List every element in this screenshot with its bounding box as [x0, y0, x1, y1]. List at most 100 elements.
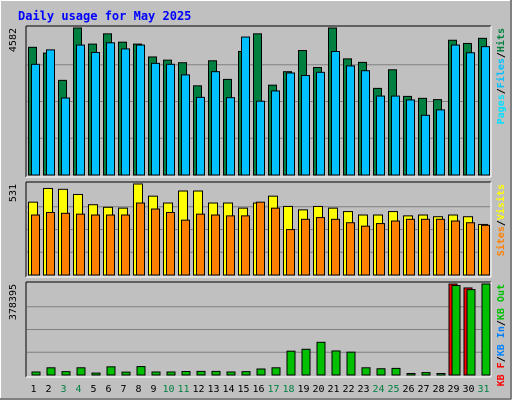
bar-kb-out: [256, 368, 266, 376]
bar-sites: [421, 218, 430, 276]
bar-files: [106, 42, 115, 176]
x-tick-label: 25: [387, 384, 399, 395]
x-tick-label: 16: [252, 384, 264, 395]
bar-files: [286, 72, 295, 176]
bar-sites: [61, 212, 70, 276]
bar-kb-out: [106, 366, 116, 376]
panel-sites-visits: 531 Sites/Visits: [8, 181, 507, 278]
bar-sites: [211, 214, 220, 276]
bar-kb-out: [376, 368, 386, 376]
x-tick-label: 9: [150, 384, 156, 395]
panel-legend: Pages/Files/Hits: [495, 28, 507, 124]
legend-entry: Files: [495, 58, 507, 88]
bar-files: [166, 63, 175, 176]
bar-sites: [256, 201, 265, 276]
x-tick-label: 7: [120, 384, 126, 395]
bar-kb-out: [136, 366, 146, 376]
bar-kb-out: [391, 367, 401, 376]
bar-sites: [316, 217, 325, 276]
bar-kb-out: [241, 371, 251, 376]
x-tick-label: 6: [105, 384, 111, 395]
bar-files: [226, 97, 235, 176]
x-tick-label: 24: [372, 384, 384, 395]
panel-legend: Sites/Visits: [495, 184, 507, 256]
chart-panels: 4582Pages/Files/Hits531Sites/Visits37839…: [8, 25, 507, 386]
bar-sites: [151, 208, 160, 276]
bar-files: [316, 71, 325, 176]
legend-entry: /: [496, 220, 507, 226]
bar-files: [481, 46, 490, 176]
bar-sites: [76, 213, 85, 276]
bar-files: [121, 48, 130, 176]
bar-files: [151, 62, 160, 176]
bar-files: [376, 95, 385, 176]
x-tick-label: 15: [237, 384, 249, 395]
bar-kb-out: [361, 367, 371, 376]
bar-kb-out: [421, 372, 431, 376]
bar-kb-out: [31, 371, 41, 376]
legend-entry: /: [496, 320, 507, 326]
legend-entry: /: [496, 88, 507, 94]
legend-entry: KB F: [496, 362, 507, 386]
bar-sites: [406, 218, 415, 276]
bar-sites: [301, 218, 310, 276]
chart-title: Daily usage for May 2025: [18, 9, 191, 23]
bar-files: [331, 50, 340, 176]
bar-sites: [106, 214, 115, 276]
bar-files: [241, 36, 250, 176]
bar-kb-out: [211, 370, 221, 376]
bar-kb-out: [151, 371, 161, 376]
x-tick-label: 10: [162, 384, 174, 395]
y-max-label: 378395: [8, 284, 19, 320]
y-max-label: 531: [8, 184, 19, 202]
bar-sites: [196, 213, 205, 276]
bar-files: [181, 74, 190, 176]
bar-files: [406, 99, 415, 176]
x-tick-label: 20: [312, 384, 324, 395]
x-tick-label: 12: [192, 384, 204, 395]
x-tick-label: 2: [45, 384, 51, 395]
bar-kb-out: [196, 370, 206, 376]
bar-files: [211, 71, 220, 176]
bar-sites: [481, 224, 490, 276]
x-tick-label: 17: [267, 384, 279, 395]
bar-files: [76, 44, 85, 176]
bar-sites: [376, 223, 385, 276]
bar-kb-out: [331, 350, 341, 376]
bar-files: [421, 114, 430, 176]
bar-kb-out: [61, 371, 71, 376]
bar-files: [346, 65, 355, 176]
bar-files: [361, 70, 370, 176]
x-tick-label: 5: [90, 384, 96, 395]
x-tick-label: 22: [342, 384, 354, 395]
bar-sites: [451, 220, 460, 276]
bar-kb-out: [316, 341, 326, 376]
x-tick-label: 23: [357, 384, 369, 395]
bar-kb-out: [346, 351, 356, 376]
x-tick-label: 8: [135, 384, 141, 395]
bar-kb-out: [286, 350, 296, 376]
bar-sites: [181, 219, 190, 276]
x-tick-label: 3: [60, 384, 66, 395]
bar-files: [436, 109, 445, 176]
bar-kb-out: [121, 371, 131, 376]
x-tick-label: 13: [207, 384, 219, 395]
legend-entry: Visits: [495, 184, 507, 220]
bar-kb-out: [451, 285, 461, 376]
bar-kb-out: [406, 373, 416, 376]
bar-kb-out: [301, 348, 311, 376]
x-tick-label: 26: [402, 384, 414, 395]
legend-entry: Sites: [495, 226, 507, 256]
bar-kb-out: [436, 373, 446, 376]
bar-sites: [286, 229, 295, 276]
bar-files: [466, 52, 475, 176]
x-tick-label: 28: [432, 384, 444, 395]
bar-files: [256, 100, 265, 176]
bar-files: [196, 96, 205, 176]
x-tick-label: 27: [417, 384, 429, 395]
bar-sites: [166, 211, 175, 276]
x-tick-label: 18: [282, 384, 294, 395]
x-tick-label: 21: [327, 384, 339, 395]
